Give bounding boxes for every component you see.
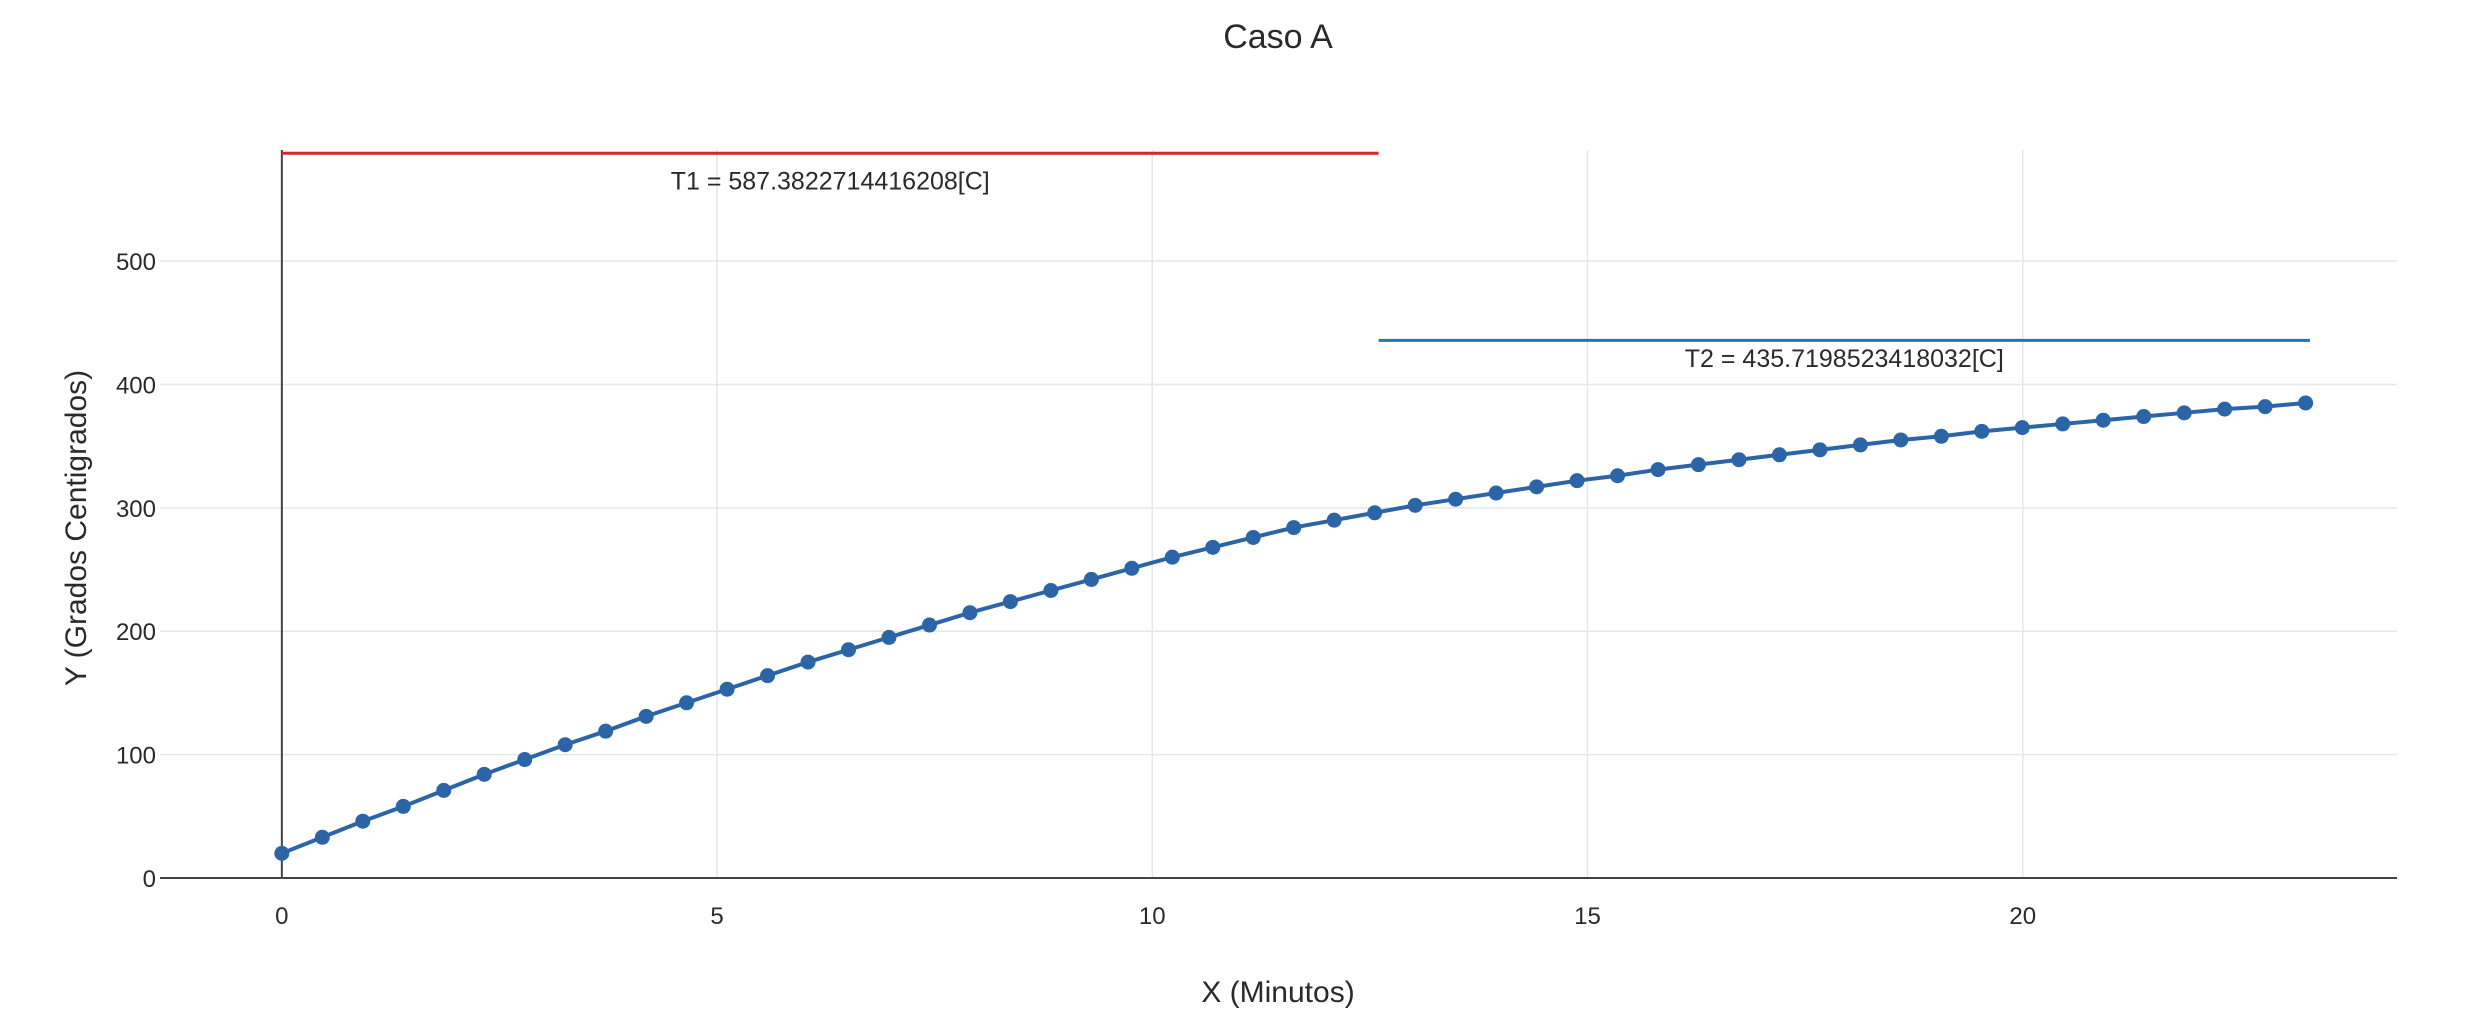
data-point	[1690, 457, 1706, 473]
y-tick-label: 300	[116, 496, 156, 523]
annotation-label: T1 = 587.3822714416208[C]	[671, 167, 990, 195]
y-tick-label: 200	[116, 619, 156, 646]
y-tick-label: 0	[143, 866, 156, 893]
x-tick-label: 20	[2009, 903, 2036, 930]
data-point	[395, 798, 411, 814]
data-point	[2055, 416, 2071, 432]
data-point	[1893, 432, 1909, 448]
data-point	[881, 629, 897, 645]
data-point	[2217, 401, 2233, 417]
axes	[160, 150, 2397, 879]
data-point	[2095, 412, 2111, 428]
chart-title: Caso A	[1223, 18, 1333, 56]
series	[274, 151, 2314, 861]
data-point	[1245, 529, 1261, 545]
data-point	[1286, 520, 1302, 536]
data-point	[1448, 491, 1464, 507]
x-tick-label: 5	[710, 903, 723, 930]
data-point	[1407, 497, 1423, 513]
data-point	[1731, 452, 1747, 468]
data-point	[800, 654, 816, 670]
y-tick-label: 400	[116, 372, 156, 399]
data-point	[1852, 437, 1868, 453]
data-point	[1650, 462, 1666, 478]
x-tick-label: 0	[275, 903, 288, 930]
data-point	[760, 668, 776, 684]
data-point	[2257, 399, 2273, 415]
x-tick-label: 15	[1574, 903, 1601, 930]
data-point	[638, 708, 654, 724]
data-point	[274, 845, 290, 861]
data-point	[2298, 395, 2314, 411]
data-point	[921, 617, 937, 633]
data-point	[436, 782, 452, 798]
data-point	[2136, 409, 2152, 425]
data-point	[1488, 485, 1504, 501]
data-point	[1043, 583, 1059, 599]
data-point	[1164, 549, 1180, 565]
data-point	[1124, 560, 1140, 576]
data-point	[841, 642, 857, 658]
data-point	[1771, 447, 1787, 463]
data-point	[2176, 405, 2192, 421]
series-line	[281, 400, 2306, 856]
annotations: T1 = 587.3822714416208[C] T2 = 435.719852…	[671, 167, 2004, 373]
data-point	[1610, 468, 1626, 484]
data-point	[557, 737, 573, 753]
data-point	[1326, 512, 1342, 528]
data-point	[1812, 442, 1828, 458]
data-point	[476, 766, 492, 782]
data-point	[1529, 479, 1545, 495]
data-point	[1205, 539, 1221, 555]
data-point	[1933, 428, 1949, 444]
data-point	[1569, 473, 1585, 489]
data-point	[679, 695, 695, 711]
data-point	[598, 723, 614, 739]
data-point	[314, 829, 330, 845]
annotation-label: T2 = 435.7198523418032[C]	[1685, 345, 2004, 373]
data-point	[1974, 423, 1990, 439]
data-point	[355, 813, 371, 829]
data-point	[1083, 571, 1099, 587]
y-tick-label: 100	[116, 743, 156, 770]
x-axis-title: X (Minutos)	[1201, 976, 1354, 1009]
y-axis-title: Y (Grados Centigrados)	[60, 370, 93, 686]
y-tick-label: 500	[116, 249, 156, 276]
data-point	[1367, 505, 1383, 521]
data-point	[1002, 594, 1018, 610]
data-point	[962, 605, 978, 621]
data-point	[517, 752, 533, 768]
data-point	[719, 681, 735, 697]
data-point	[2014, 420, 2030, 436]
x-tick-label: 10	[1139, 903, 1166, 930]
